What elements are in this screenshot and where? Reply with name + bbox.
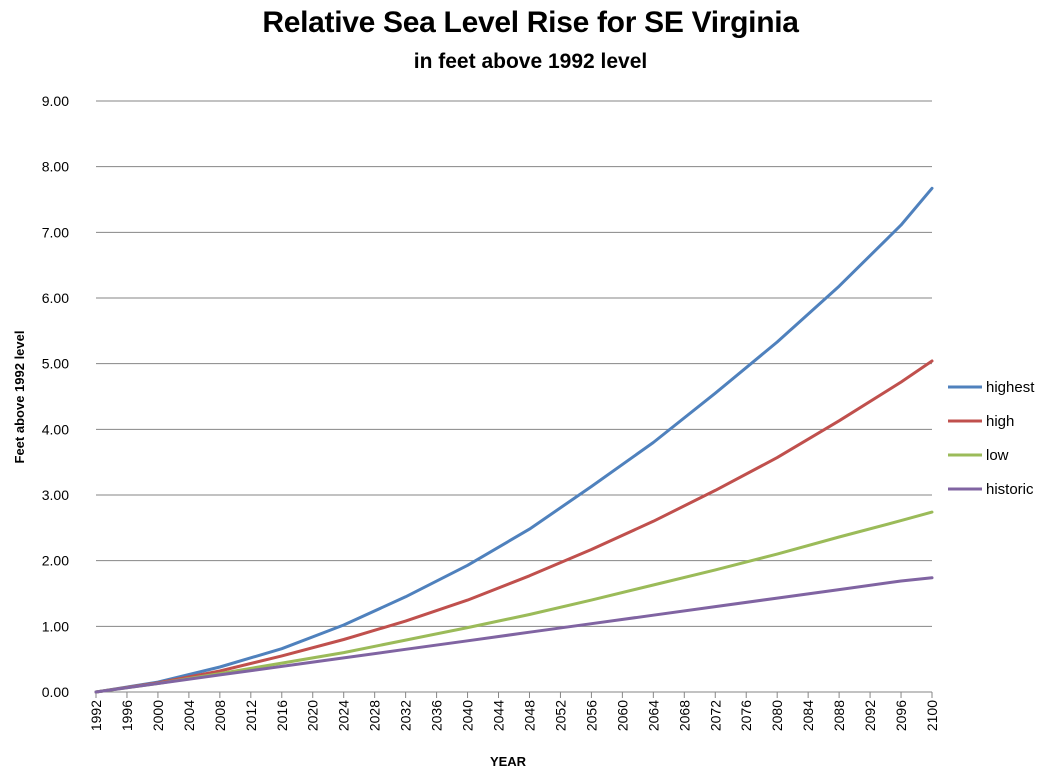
x-tick-label: 2056 — [583, 700, 599, 731]
chart-title: Relative Sea Level Rise for SE Virginia — [262, 6, 799, 39]
legend-label-historic: historic — [986, 481, 1034, 498]
x-tick-label: 2092 — [862, 700, 878, 731]
x-axis-title: YEAR — [490, 754, 527, 769]
x-tick-label: 2080 — [769, 700, 785, 731]
x-tick-label: 2064 — [645, 700, 661, 731]
y-tick-label: 5.00 — [42, 356, 69, 372]
series-line-high — [94, 359, 934, 694]
x-tick-label: 2012 — [243, 700, 259, 731]
legend: highest high low historic — [948, 379, 1035, 498]
x-axis: 1992 1996 2000 2004 2008 2012 2016 2020 2024 2028… — [88, 691, 940, 731]
y-tick-label: 9.00 — [42, 93, 69, 109]
legend-label-low: low — [986, 447, 1009, 464]
series-lines — [94, 186, 934, 694]
y-tick-label: 8.00 — [42, 159, 69, 175]
y-tick-label: 1.00 — [42, 618, 69, 634]
y-tick-label: 6.00 — [42, 290, 69, 306]
x-tick-label: 2036 — [429, 700, 445, 731]
x-tick-label: 2028 — [367, 700, 383, 731]
x-tick-label: 2068 — [676, 700, 692, 731]
x-tick-label: 2004 — [181, 700, 197, 731]
x-tick-label: 1996 — [119, 700, 135, 731]
y-tick-label: 4.00 — [42, 421, 69, 437]
x-tick-label: 2016 — [274, 700, 290, 731]
y-axis-title: Feet above 1992 level — [12, 331, 27, 464]
series-line-highest — [94, 186, 934, 694]
x-tick-label: 2020 — [305, 700, 321, 731]
x-tick-label: 2040 — [460, 700, 476, 731]
x-tick-label: 2048 — [521, 700, 537, 731]
chart-subtitle: in feet above 1992 level — [413, 50, 648, 73]
legend-label-highest: highest — [986, 379, 1035, 396]
x-tick-label: 2100 — [924, 700, 940, 731]
gridlines — [96, 100, 932, 693]
y-tick-label: 0.00 — [42, 684, 69, 700]
x-tick-label: 2060 — [614, 700, 630, 731]
x-tick-label: 2076 — [738, 700, 754, 731]
y-axis-tick-labels: 0.00 1.00 2.00 3.00 4.00 5.00 6.00 7.00 8.00 9.00 — [42, 93, 69, 700]
series-line-low — [94, 510, 934, 694]
x-tick-label: 2072 — [707, 700, 723, 731]
series-line-historic — [94, 576, 934, 694]
x-tick-label: 1992 — [88, 700, 104, 731]
x-tick-label: 2024 — [336, 700, 352, 731]
x-tick-label: 2088 — [831, 700, 847, 731]
x-tick-label: 2096 — [893, 700, 909, 731]
x-tick-label: 2008 — [212, 700, 228, 731]
y-tick-label: 2.00 — [42, 553, 69, 569]
x-tick-label: 2032 — [398, 700, 414, 731]
legend-label-high: high — [986, 413, 1014, 430]
x-tick-label: 2000 — [150, 700, 166, 731]
x-tick-label: 2052 — [552, 700, 568, 731]
x-tick-label: 2084 — [800, 700, 816, 731]
y-tick-label: 3.00 — [42, 487, 69, 503]
y-tick-label: 7.00 — [42, 224, 69, 240]
x-tick-label: 2044 — [491, 700, 507, 731]
